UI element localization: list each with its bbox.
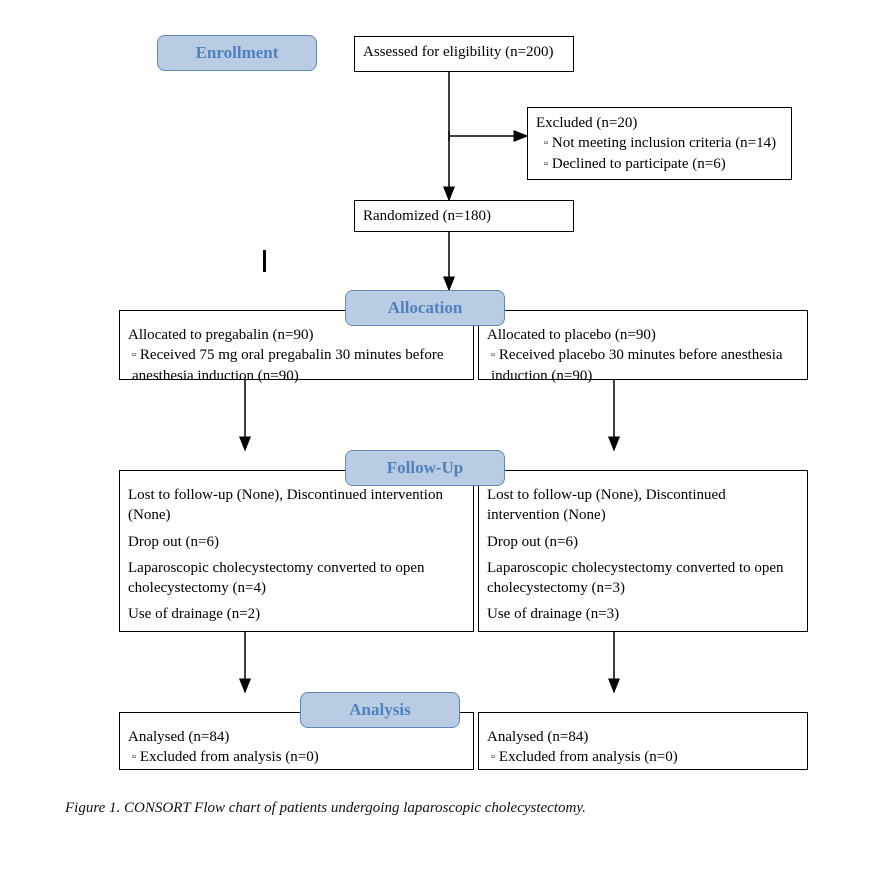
- alloc-left-title: Allocated to pregabalin (n=90): [128, 325, 465, 345]
- an-left-l1: Analysed (n=84): [128, 727, 465, 747]
- an-right-l1: Analysed (n=84): [487, 727, 799, 747]
- stage-followup-label: Follow-Up: [387, 458, 464, 477]
- excluded-title: Excluded (n=20): [536, 113, 783, 133]
- alloc-left-b1: Received 75 mg oral pregabalin 30 minute…: [128, 345, 465, 386]
- box-an-right: Analysed (n=84) Excluded from analysis (…: [478, 712, 808, 770]
- fu-left-l1: Lost to follow-up (None), Discontinued i…: [128, 485, 465, 526]
- stage-analysis: Analysis: [300, 692, 460, 728]
- excluded-b1: Not meeting inclusion criteria (n=14): [536, 133, 783, 153]
- fu-left-l2: Drop out (n=6): [128, 532, 465, 552]
- flowchart-container: Enrollment Assessed for eligibility (n=2…: [0, 0, 872, 872]
- box-assessed: Assessed for eligibility (n=200): [354, 36, 574, 72]
- stage-enrollment-label: Enrollment: [196, 43, 279, 62]
- stage-analysis-label: Analysis: [349, 700, 410, 719]
- stage-allocation-label: Allocation: [388, 298, 463, 317]
- fu-left-l4: Use of drainage (n=2): [128, 604, 465, 624]
- box-excluded: Excluded (n=20) Not meeting inclusion cr…: [527, 107, 792, 180]
- box-randomized: Randomized (n=180): [354, 200, 574, 232]
- box-alloc-right: Allocated to placebo (n=90) Received pla…: [478, 310, 808, 380]
- fu-right-l4: Use of drainage (n=3): [487, 604, 799, 624]
- assessed-text: Assessed for eligibility (n=200): [363, 44, 554, 60]
- an-left-b1: Excluded from analysis (n=0): [128, 747, 465, 767]
- figure-caption: Figure 1. CONSORT Flow chart of patients…: [65, 800, 586, 817]
- fu-left-l3: Laparoscopic cholecystectomy converted t…: [128, 558, 465, 599]
- mark-vertical: [263, 250, 266, 272]
- fu-right-l3: Laparoscopic cholecystectomy converted t…: [487, 558, 799, 599]
- caption-text: Figure 1. CONSORT Flow chart of patients…: [65, 800, 586, 816]
- stage-enrollment: Enrollment: [157, 35, 317, 71]
- fu-right-l2: Drop out (n=6): [487, 532, 799, 552]
- alloc-right-b1: Received placebo 30 minutes before anest…: [487, 345, 799, 386]
- excluded-b2: Declined to participate (n=6): [536, 154, 783, 174]
- fu-right-l1: Lost to follow-up (None), Discontinued i…: [487, 485, 799, 526]
- randomized-text: Randomized (n=180): [363, 208, 491, 224]
- alloc-right-title: Allocated to placebo (n=90): [487, 325, 799, 345]
- an-right-b1: Excluded from analysis (n=0): [487, 747, 799, 767]
- box-fu-right: Lost to follow-up (None), Discontinued i…: [478, 470, 808, 632]
- stage-allocation: Allocation: [345, 290, 505, 326]
- stage-followup: Follow-Up: [345, 450, 505, 486]
- box-fu-left: Lost to follow-up (None), Discontinued i…: [119, 470, 474, 632]
